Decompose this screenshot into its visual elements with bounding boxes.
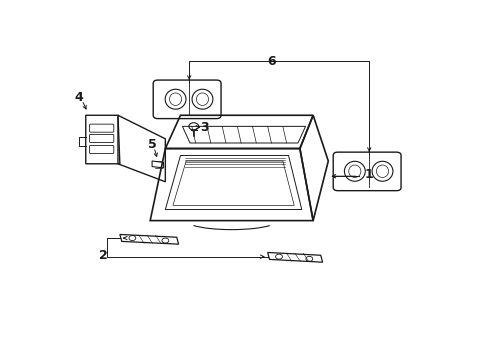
Text: 4: 4 bbox=[74, 91, 83, 104]
Text: 2: 2 bbox=[99, 249, 107, 262]
Text: 3: 3 bbox=[200, 121, 208, 134]
Text: 1: 1 bbox=[364, 168, 372, 181]
Text: 5: 5 bbox=[147, 138, 156, 151]
Text: 6: 6 bbox=[266, 55, 275, 68]
